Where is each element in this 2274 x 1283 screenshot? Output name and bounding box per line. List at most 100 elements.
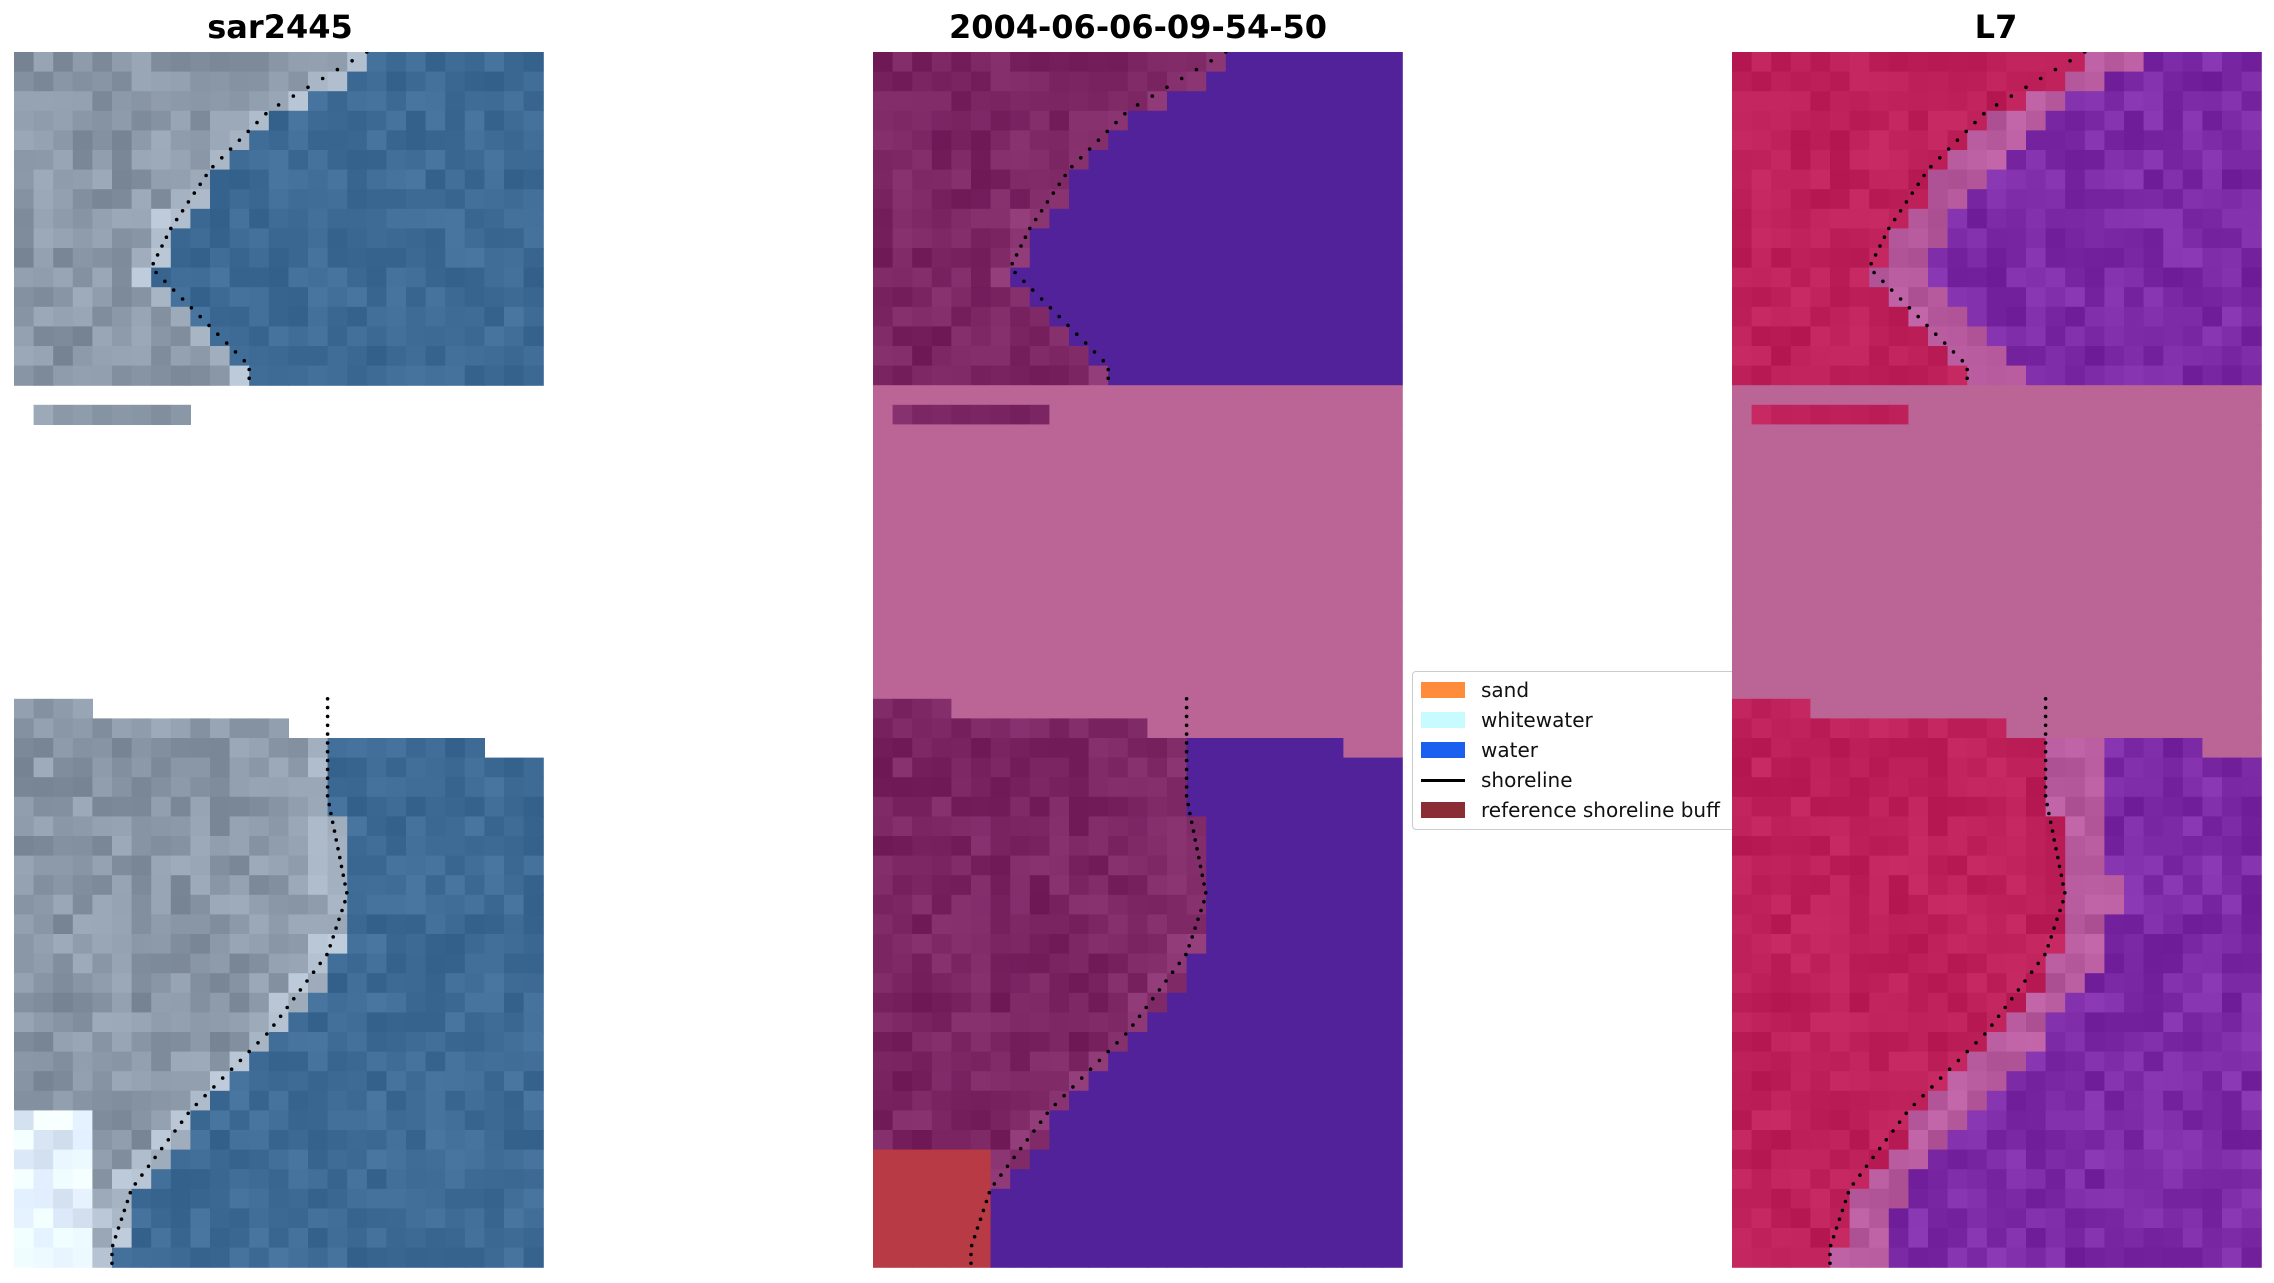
image-pixel <box>1830 796 1851 817</box>
image-pixel <box>445 346 466 367</box>
image-pixel <box>1382 483 1403 504</box>
image-pixel <box>112 130 133 151</box>
image-pixel <box>288 52 309 73</box>
image-pixel <box>288 836 309 857</box>
image-pixel <box>1225 1208 1246 1229</box>
image-pixel <box>1304 365 1325 386</box>
image-pixel <box>1069 1149 1090 1170</box>
image-pixel <box>386 992 407 1013</box>
image-pixel <box>2084 248 2105 269</box>
image-pixel <box>1323 404 1344 425</box>
image-pixel <box>1751 934 1772 955</box>
image-pixel <box>1010 208 1031 229</box>
image-pixel <box>1771 796 1792 817</box>
image-pixel <box>931 522 952 543</box>
image-pixel <box>151 306 172 327</box>
image-pixel <box>2104 894 2125 915</box>
image-pixel <box>1304 130 1325 151</box>
image-pixel <box>53 1149 74 1170</box>
image-pixel <box>2104 365 2125 386</box>
image-pixel <box>1127 542 1148 563</box>
image-pixel <box>425 1071 446 1092</box>
middle-panel-title: 2004-06-06-09-54-50 <box>948 8 1328 46</box>
image-pixel <box>931 91 952 112</box>
image-pixel <box>873 404 894 425</box>
image-pixel <box>1732 346 1753 367</box>
image-pixel <box>1849 698 1870 719</box>
image-pixel <box>386 1208 407 1229</box>
image-pixel <box>249 894 270 915</box>
image-pixel <box>1869 326 1890 347</box>
image-pixel <box>33 1208 54 1229</box>
image-pixel <box>2222 91 2243 112</box>
image-pixel <box>464 777 485 798</box>
image-pixel <box>2084 1169 2105 1190</box>
image-pixel <box>1830 130 1851 151</box>
image-pixel <box>971 91 992 112</box>
image-pixel <box>1245 757 1266 778</box>
image-pixel <box>523 306 544 327</box>
image-pixel <box>1790 679 1811 700</box>
image-pixel <box>1790 1032 1811 1053</box>
image-pixel <box>1967 738 1988 759</box>
image-pixel <box>445 91 466 112</box>
image-pixel <box>1127 1130 1148 1151</box>
image-pixel <box>2084 1247 2105 1268</box>
image-pixel <box>1947 326 1968 347</box>
shoreline-point <box>2056 855 2060 860</box>
image-pixel <box>1284 52 1305 73</box>
image-pixel <box>347 953 368 974</box>
image-pixel <box>92 718 113 739</box>
image-pixel <box>347 1169 368 1190</box>
shoreline-point <box>1982 111 1986 116</box>
image-pixel <box>1127 365 1148 386</box>
image-pixel <box>386 1169 407 1190</box>
image-pixel <box>406 169 427 190</box>
image-pixel <box>1088 659 1109 680</box>
image-pixel <box>1245 1188 1266 1209</box>
image-pixel <box>406 1090 427 1111</box>
image-pixel <box>1382 346 1403 367</box>
image-pixel <box>1382 326 1403 347</box>
image-pixel <box>1751 816 1772 837</box>
image-pixel <box>1849 483 1870 504</box>
image-pixel <box>1167 52 1188 73</box>
image-pixel <box>1225 306 1246 327</box>
image-pixel <box>912 796 933 817</box>
image-pixel <box>2124 208 2145 229</box>
image-pixel <box>1967 953 1988 974</box>
image-pixel <box>2202 326 2223 347</box>
image-pixel <box>873 1149 894 1170</box>
image-pixel <box>990 1130 1011 1151</box>
image-pixel <box>1382 953 1403 974</box>
image-pixel <box>1790 444 1811 465</box>
image-pixel <box>1751 1071 1772 1092</box>
image-pixel <box>1732 561 1753 582</box>
image-pixel <box>1751 698 1772 719</box>
image-pixel <box>1849 169 1870 190</box>
image-pixel <box>1869 52 1890 73</box>
image-pixel <box>2163 287 2184 308</box>
image-pixel <box>873 169 894 190</box>
image-pixel <box>1284 1247 1305 1268</box>
image-pixel <box>445 855 466 876</box>
image-pixel <box>1010 581 1031 602</box>
image-pixel <box>2084 934 2105 955</box>
image-pixel <box>892 444 913 465</box>
shoreline-point <box>1184 794 1189 798</box>
image-pixel <box>386 796 407 817</box>
image-pixel <box>1869 973 1890 994</box>
image-pixel <box>484 287 505 308</box>
image-pixel <box>1967 248 1988 269</box>
image-pixel <box>33 1012 54 1033</box>
image-pixel <box>1304 91 1325 112</box>
image-pixel <box>1010 718 1031 739</box>
image-pixel <box>406 287 427 308</box>
image-pixel <box>2241 169 2262 190</box>
image-pixel <box>2124 992 2145 1013</box>
image-pixel <box>951 640 972 661</box>
image-pixel <box>1029 1188 1050 1209</box>
image-pixel <box>2222 1110 2243 1131</box>
image-pixel <box>386 267 407 288</box>
image-pixel <box>1088 679 1109 700</box>
